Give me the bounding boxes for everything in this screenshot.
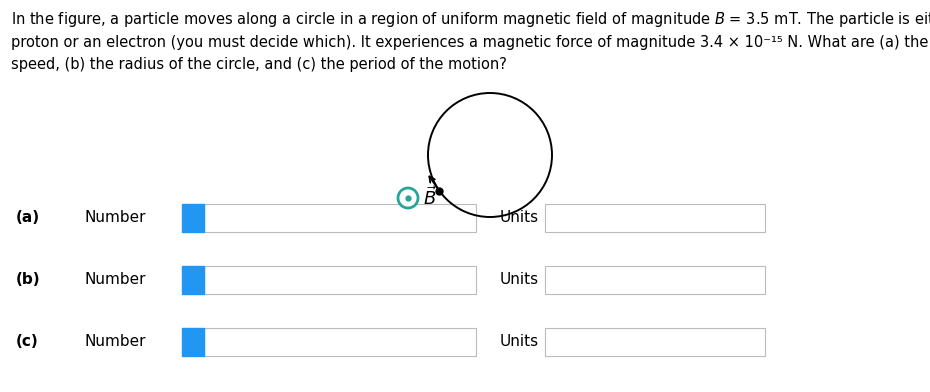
Text: i: i — [191, 211, 195, 225]
Ellipse shape — [398, 188, 418, 208]
Text: (c): (c) — [16, 334, 39, 350]
FancyBboxPatch shape — [204, 204, 476, 232]
FancyBboxPatch shape — [545, 266, 765, 294]
FancyBboxPatch shape — [182, 328, 204, 356]
Text: Units: Units — [500, 334, 539, 350]
FancyBboxPatch shape — [545, 328, 765, 356]
Text: In the figure, a particle moves along a circle in a region of uniform magnetic f: In the figure, a particle moves along a … — [11, 10, 930, 72]
FancyBboxPatch shape — [204, 328, 476, 356]
Text: (a): (a) — [16, 211, 40, 225]
Text: Number: Number — [85, 272, 147, 287]
FancyBboxPatch shape — [204, 266, 476, 294]
Text: $\vec{B}$: $\vec{B}$ — [422, 187, 437, 209]
Text: ∨: ∨ — [749, 212, 758, 225]
FancyBboxPatch shape — [182, 204, 204, 232]
Text: ∨: ∨ — [749, 274, 758, 287]
Text: ∨: ∨ — [749, 336, 758, 348]
Text: i: i — [191, 273, 195, 287]
FancyBboxPatch shape — [545, 204, 765, 232]
Text: Number: Number — [85, 334, 147, 350]
Text: Units: Units — [500, 211, 539, 225]
Text: Units: Units — [500, 272, 539, 287]
Text: i: i — [191, 335, 195, 349]
Text: (b): (b) — [16, 272, 41, 287]
Text: Number: Number — [85, 211, 147, 225]
FancyBboxPatch shape — [182, 266, 204, 294]
